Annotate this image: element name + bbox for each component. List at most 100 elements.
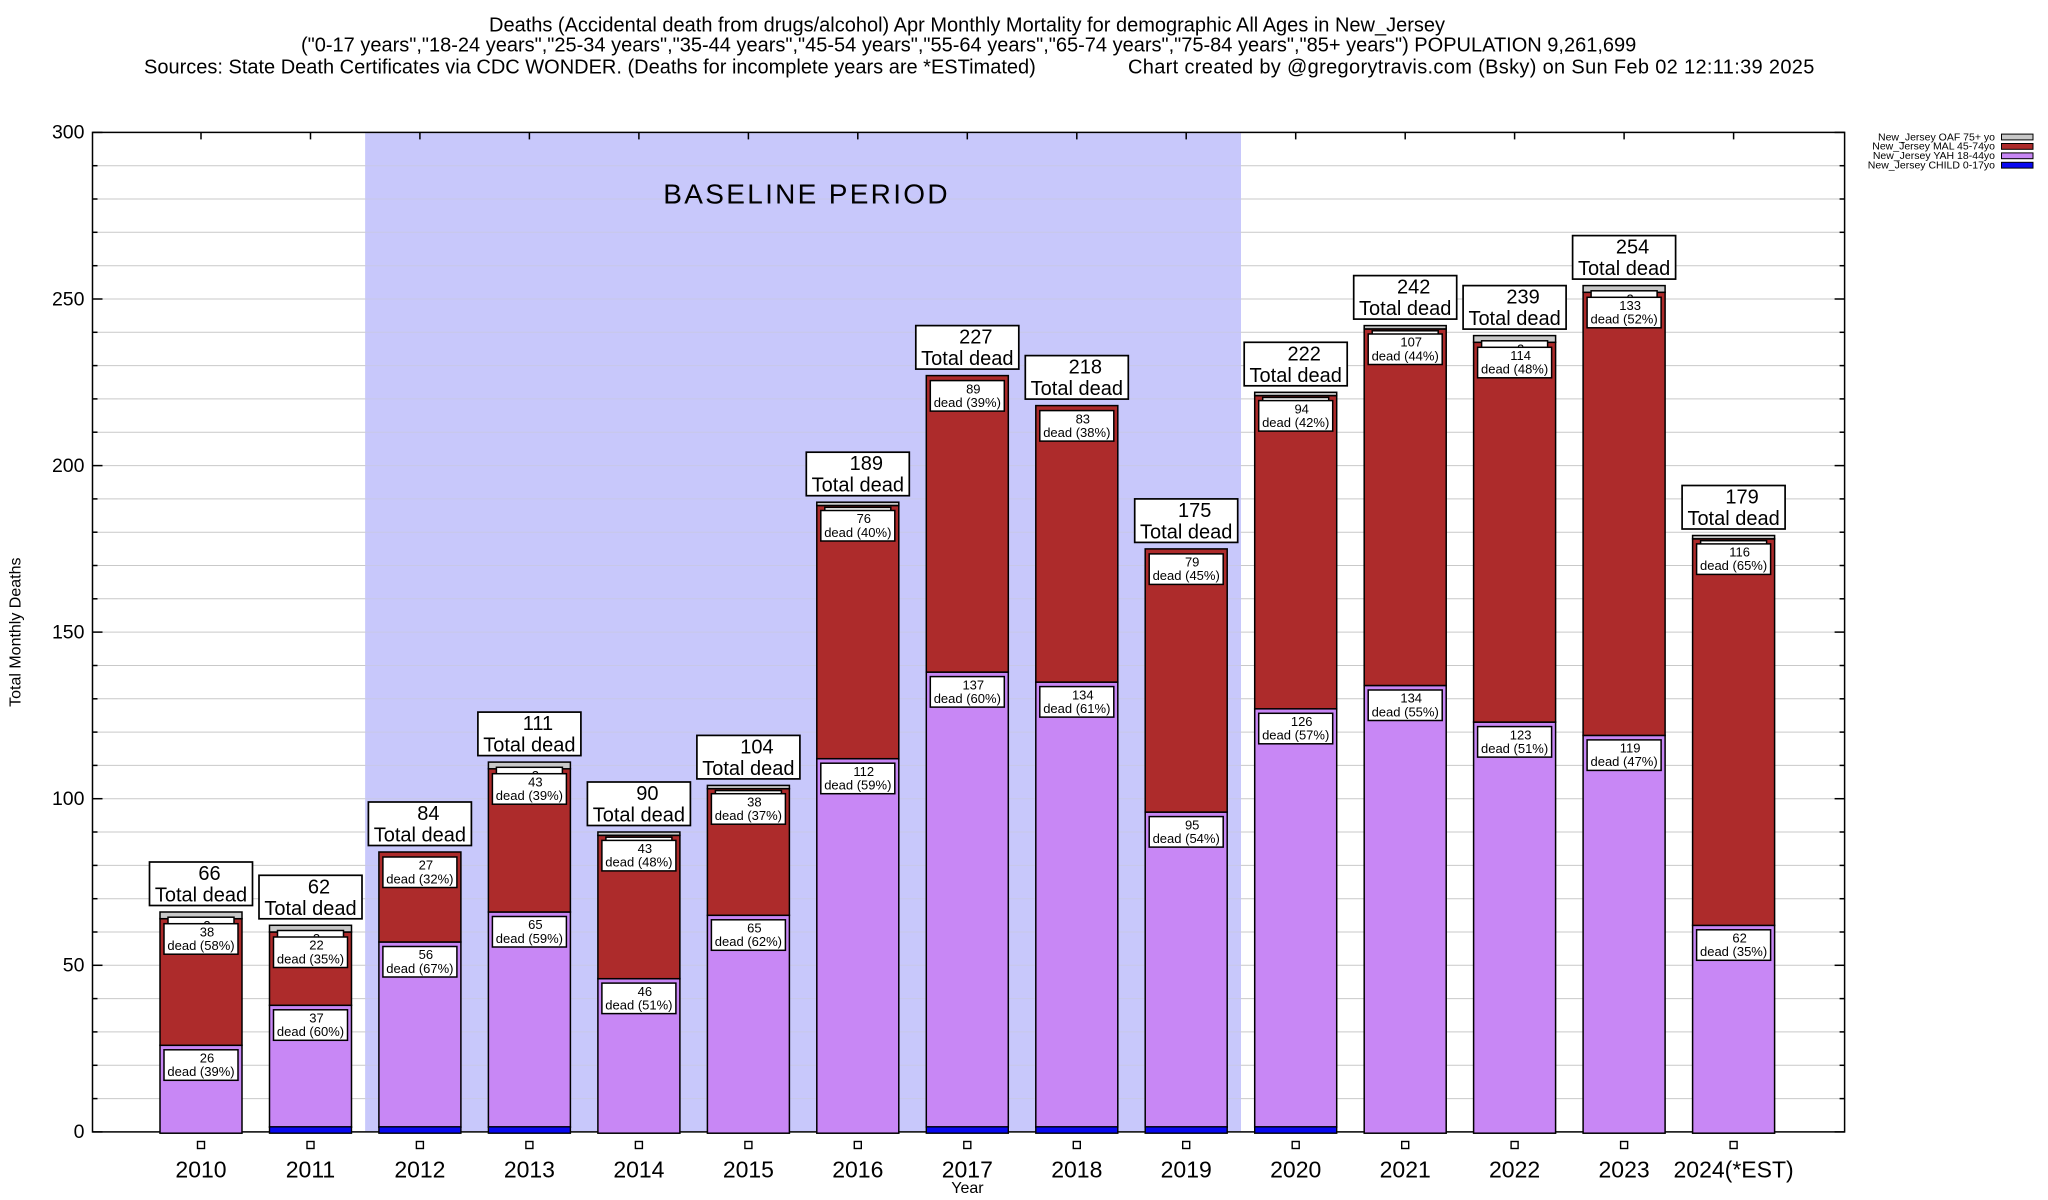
svg-text:dead (38%): dead (38%) <box>1043 425 1110 440</box>
svg-text:137: 137 <box>962 677 984 692</box>
svg-text:26: 26 <box>200 1051 214 1066</box>
svg-text:dead (51%): dead (51%) <box>605 997 672 1012</box>
svg-text:126: 126 <box>1291 714 1313 729</box>
svg-text:65: 65 <box>747 921 761 936</box>
svg-text:dead (35%): dead (35%) <box>1700 944 1767 959</box>
svg-text:62: 62 <box>1732 931 1746 946</box>
svg-text:2017: 2017 <box>942 1157 993 1183</box>
svg-text:Total dead: Total dead <box>264 898 356 920</box>
svg-text:119: 119 <box>1620 741 1641 756</box>
svg-text:Total dead: Total dead <box>155 885 247 907</box>
svg-text:2012: 2012 <box>394 1157 445 1183</box>
svg-text:2024(*EST): 2024(*EST) <box>1674 1157 1794 1183</box>
svg-text:Total dead: Total dead <box>1687 508 1779 530</box>
svg-text:New_Jersey CHILD 0-17yo: New_Jersey CHILD 0-17yo <box>1868 160 1995 172</box>
svg-text:Sources: State Death Certifica: Sources: State Death Certificates via CD… <box>144 57 1036 79</box>
svg-text:38: 38 <box>747 794 761 809</box>
svg-text:dead (67%): dead (67%) <box>386 961 453 976</box>
svg-text:2014: 2014 <box>613 1157 664 1183</box>
svg-text:46: 46 <box>638 984 652 999</box>
svg-text:66: 66 <box>198 863 220 885</box>
svg-text:dead (35%): dead (35%) <box>277 951 344 966</box>
svg-text:2013: 2013 <box>504 1157 555 1183</box>
svg-text:dead (58%): dead (58%) <box>167 938 234 953</box>
svg-text:242: 242 <box>1397 277 1430 299</box>
svg-text:dead (39%): dead (39%) <box>167 1064 234 1079</box>
svg-text:Total dead: Total dead <box>1578 258 1670 280</box>
svg-text:114: 114 <box>1510 348 1531 363</box>
svg-text:dead (51%): dead (51%) <box>1481 741 1548 756</box>
svg-text:37: 37 <box>309 1011 323 1026</box>
svg-text:Total Monthly Deaths: Total Monthly Deaths <box>8 557 25 706</box>
svg-text:2022: 2022 <box>1489 1157 1540 1183</box>
svg-text:dead (45%): dead (45%) <box>1153 568 1220 583</box>
svg-text:2018: 2018 <box>1051 1157 1102 1183</box>
svg-text:dead (37%): dead (37%) <box>715 808 782 823</box>
svg-text:Total dead: Total dead <box>1359 298 1451 320</box>
svg-text:Year: Year <box>951 1180 984 1197</box>
svg-text:150: 150 <box>52 621 85 643</box>
svg-text:56: 56 <box>419 947 433 962</box>
svg-text:62: 62 <box>308 876 330 898</box>
svg-text:Total dead: Total dead <box>1250 365 1342 387</box>
svg-text:New_Jersey MAL 45-74yo: New_Jersey MAL 45-74yo <box>1872 141 1995 153</box>
svg-text:dead (62%): dead (62%) <box>715 934 782 949</box>
svg-text:222: 222 <box>1288 343 1321 365</box>
svg-text:dead (60%): dead (60%) <box>277 1024 344 1039</box>
svg-text:2023: 2023 <box>1599 1157 1650 1183</box>
svg-text:dead (59%): dead (59%) <box>496 931 563 946</box>
svg-text:dead (55%): dead (55%) <box>1372 704 1439 719</box>
svg-text:New_Jersey YAH 18-44yo: New_Jersey YAH 18-44yo <box>1873 150 1995 162</box>
svg-text:89: 89 <box>966 381 980 396</box>
svg-text:dead (39%): dead (39%) <box>934 395 1001 410</box>
svg-text:Chart created by @gregorytravi: Chart created by @gregorytravis.com (Bsk… <box>1128 57 1815 79</box>
svg-text:79: 79 <box>1185 555 1199 570</box>
svg-text:Total dead: Total dead <box>483 735 575 757</box>
svg-text:111: 111 <box>523 713 553 735</box>
svg-text:dead (42%): dead (42%) <box>1262 415 1329 430</box>
svg-text:2020: 2020 <box>1270 1157 1321 1183</box>
svg-text:2016: 2016 <box>832 1157 883 1183</box>
svg-text:300: 300 <box>52 122 85 144</box>
svg-text:76: 76 <box>857 511 871 526</box>
svg-text:BASELINE PERIOD: BASELINE PERIOD <box>663 178 950 209</box>
svg-text:Total dead: Total dead <box>374 825 466 847</box>
svg-text:27: 27 <box>419 858 433 873</box>
svg-text:200: 200 <box>52 455 85 477</box>
svg-text:dead (32%): dead (32%) <box>386 871 453 886</box>
svg-text:2015: 2015 <box>723 1157 774 1183</box>
svg-text:90: 90 <box>636 783 658 805</box>
svg-text:Total dead: Total dead <box>1468 308 1560 330</box>
svg-text:134: 134 <box>1400 691 1422 706</box>
svg-text:175: 175 <box>1178 500 1211 522</box>
svg-text:227: 227 <box>959 327 992 349</box>
svg-text:254: 254 <box>1616 237 1649 259</box>
svg-text:("0-17 years","18-24 years","2: ("0-17 years","18-24 years","25-34 years… <box>301 35 1636 57</box>
svg-text:Deaths (Accidental death from: Deaths (Accidental death from drugs/alco… <box>489 15 1445 37</box>
svg-text:104: 104 <box>740 736 773 758</box>
svg-text:Total dead: Total dead <box>702 758 794 780</box>
svg-text:65: 65 <box>528 917 542 932</box>
svg-text:134: 134 <box>1072 687 1094 702</box>
svg-text:2021: 2021 <box>1380 1157 1431 1183</box>
svg-text:dead (47%): dead (47%) <box>1590 754 1657 769</box>
svg-text:94: 94 <box>1294 401 1308 416</box>
svg-text:116: 116 <box>1729 545 1750 560</box>
svg-text:dead (44%): dead (44%) <box>1372 348 1439 363</box>
svg-text:0: 0 <box>74 1121 85 1143</box>
svg-text:Total dead: Total dead <box>1140 521 1232 543</box>
svg-text:dead (54%): dead (54%) <box>1153 831 1220 846</box>
svg-text:107: 107 <box>1400 335 1422 350</box>
svg-text:50: 50 <box>63 955 85 977</box>
svg-text:dead (52%): dead (52%) <box>1590 312 1657 327</box>
svg-text:dead (40%): dead (40%) <box>824 525 891 540</box>
svg-text:dead (39%): dead (39%) <box>496 788 563 803</box>
svg-text:100: 100 <box>52 788 85 810</box>
svg-text:dead (57%): dead (57%) <box>1262 728 1329 743</box>
svg-text:dead (59%): dead (59%) <box>824 778 891 793</box>
svg-text:dead (61%): dead (61%) <box>1043 701 1110 716</box>
svg-text:2019: 2019 <box>1161 1157 1212 1183</box>
svg-text:43: 43 <box>638 841 652 856</box>
svg-text:84: 84 <box>417 803 439 825</box>
svg-text:dead (65%): dead (65%) <box>1700 558 1767 573</box>
